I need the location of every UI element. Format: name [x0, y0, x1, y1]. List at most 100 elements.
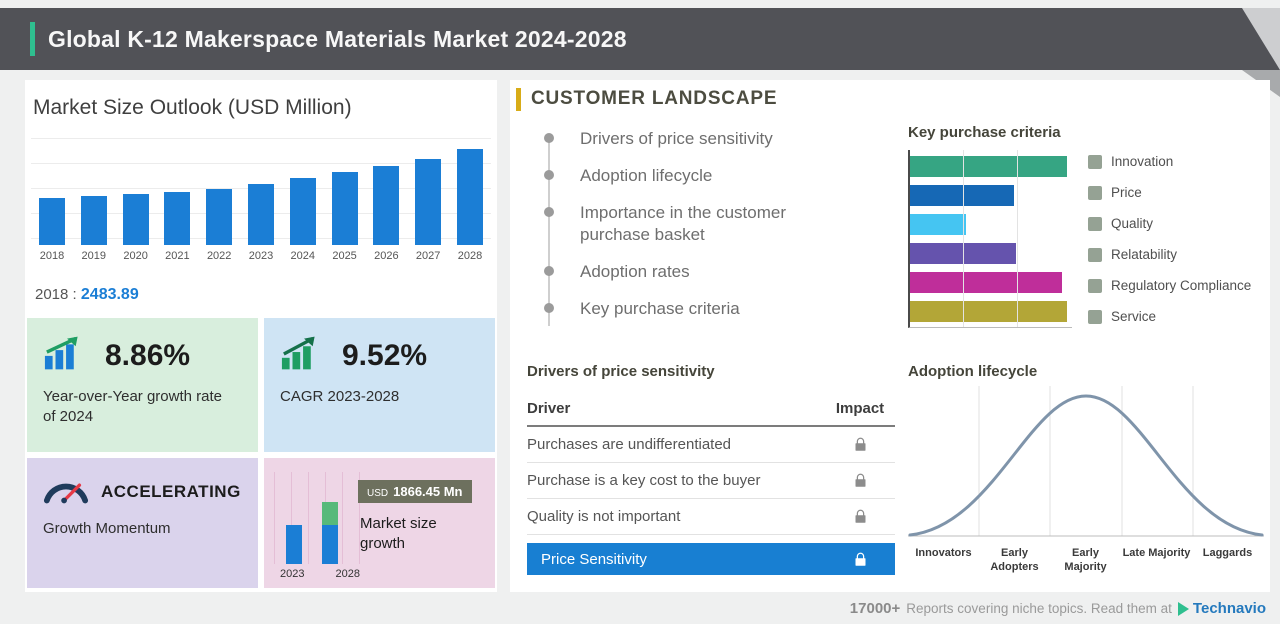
chart-gridline	[1017, 150, 1018, 327]
market-bar-year-label: 2022	[207, 250, 231, 262]
kpc-bar	[910, 185, 1014, 206]
driver-label: Purchases are undifferentiated	[527, 436, 731, 453]
legend-label: Quality	[1111, 216, 1153, 231]
stat-cards-grid: 8.86% Year-over-Year growth rate of 2024	[27, 318, 495, 588]
cagr-card: 9.52% CAGR 2023-2028	[264, 318, 495, 452]
adoption-stage-labels: InnovatorsEarly AdoptersEarly MajorityLa…	[908, 547, 1264, 575]
market-bar	[164, 192, 190, 245]
badge-currency: USD	[367, 488, 388, 499]
table-rows: Purchases are undifferentiated Purchase i…	[527, 427, 895, 535]
legend-label: Relatability	[1111, 247, 1177, 262]
market-bar-column: 2023	[242, 138, 280, 262]
timeline-items: Drivers of price sensitivityAdoption lif…	[544, 128, 844, 321]
mini-bar-2028-growth	[322, 502, 338, 525]
market-bar-column: 2019	[75, 138, 113, 262]
base-year-value: 2483.89	[81, 286, 139, 303]
legend-label: Regulatory Compliance	[1111, 278, 1251, 293]
mini-bar-2023	[286, 525, 302, 564]
lock-icon	[825, 509, 895, 524]
market-bar	[206, 189, 232, 245]
market-bar	[457, 149, 483, 245]
column-header-impact: Impact	[825, 400, 895, 417]
market-bar	[290, 178, 316, 245]
market-bar-column: 2020	[117, 138, 155, 262]
key-purchase-criteria-heading: Key purchase criteria	[908, 124, 1061, 141]
lock-icon	[825, 473, 895, 488]
key-purchase-criteria-chart	[908, 150, 1072, 328]
cagr-value: 9.52%	[342, 339, 427, 373]
mini-bar-2028	[322, 525, 338, 564]
market-size-heading: Market Size Outlook (USD Million)	[33, 96, 352, 120]
legend-item: Innovation	[1088, 154, 1251, 169]
cagr-label: CAGR 2023-2028	[280, 387, 470, 407]
base-year-annotation: 2018 : 2483.89	[35, 286, 139, 304]
market-bar	[81, 196, 107, 245]
table-row: Purchases are undifferentiated	[527, 427, 895, 463]
footer-text: Reports covering niche topics. Read them…	[906, 601, 1172, 616]
market-bar	[332, 172, 358, 245]
market-bar-column: 2026	[367, 138, 405, 262]
timeline-item: Key purchase criteria	[544, 298, 830, 320]
legend-item: Price	[1088, 185, 1251, 200]
timeline-item: Adoption rates	[544, 261, 830, 283]
kpc-bars	[910, 156, 1072, 322]
mini-year-end: 2028	[336, 568, 360, 580]
bell-curve	[908, 386, 1264, 538]
market-bar	[415, 159, 441, 245]
mini-bar-column-start	[286, 525, 302, 564]
growth-momentum-card: ACCELERATING Growth Momentum	[27, 458, 258, 588]
legend-marker-icon	[1088, 279, 1102, 293]
technavio-link[interactable]: Technavio	[1178, 600, 1266, 617]
yoy-growth-value: 8.86%	[105, 339, 190, 373]
technavio-brand-name: Technavio	[1193, 600, 1266, 617]
kpc-bar	[910, 214, 966, 235]
market-bar	[39, 198, 65, 245]
market-bar-year-label: 2021	[165, 250, 189, 262]
chart-gridline	[963, 150, 964, 327]
market-bar-year-label: 2027	[416, 250, 440, 262]
driver-label: Purchase is a key cost to the buyer	[527, 472, 760, 489]
kpc-bar	[910, 301, 1067, 322]
legend-marker-icon	[1088, 155, 1102, 169]
market-bar-year-label: 2025	[332, 250, 356, 262]
market-bar	[248, 184, 274, 245]
legend-marker-icon	[1088, 186, 1102, 200]
market-bar-column: 2018	[33, 138, 71, 262]
adoption-stage-label: Early Majority	[1050, 547, 1121, 575]
market-bar-year-label: 2019	[82, 250, 106, 262]
price-sensitivity-table: Drivers of price sensitivity Driver Impa…	[527, 363, 895, 575]
legend-item: Regulatory Compliance	[1088, 278, 1251, 293]
speedometer-icon	[43, 474, 89, 509]
landscape-topics-timeline: Drivers of price sensitivityAdoption lif…	[544, 128, 844, 336]
market-size-growth-label: Market size growth	[360, 514, 470, 553]
legend-marker-icon	[1088, 248, 1102, 262]
timeline-item: Importance in the customer purchase bask…	[544, 202, 830, 246]
market-size-chart: 2018201920202021202220232024202520262027…	[31, 138, 491, 262]
legend-item: Quality	[1088, 216, 1251, 231]
market-bar	[123, 194, 149, 245]
market-bar-year-label: 2020	[123, 250, 147, 262]
driver-label: Quality is not important	[527, 508, 680, 525]
market-size-chart-bars: 2018201920202021202220232024202520262027…	[31, 138, 491, 262]
technavio-logo-icon	[1178, 602, 1189, 616]
momentum-title: ACCELERATING	[101, 482, 241, 502]
adoption-lifecycle-heading: Adoption lifecycle	[908, 363, 1037, 380]
footer: 17000+ Reports covering niche topics. Re…	[850, 600, 1266, 617]
header-bar: Global K-12 Makerspace Materials Market …	[0, 8, 1280, 70]
adoption-stage-label: Early Adopters	[979, 547, 1050, 575]
cagr-trend-icon	[280, 334, 330, 377]
highlight-label: Price Sensitivity	[527, 551, 647, 568]
timeline-item: Adoption lifecycle	[544, 165, 830, 187]
growth-mini-chart	[274, 472, 366, 564]
lock-icon	[825, 437, 895, 452]
yoy-growth-card: 8.86% Year-over-Year growth rate of 2024	[27, 318, 258, 452]
green-accent-bar	[30, 22, 35, 56]
kpc-bar	[910, 156, 1067, 177]
market-bar-year-label: 2026	[374, 250, 398, 262]
market-bar-column: 2028	[451, 138, 489, 262]
mini-year-start: 2023	[280, 568, 304, 580]
market-bar-column: 2025	[326, 138, 364, 262]
legend-marker-icon	[1088, 217, 1102, 231]
badge-value: 1866.45 Mn	[393, 484, 462, 499]
market-bar-year-label: 2023	[249, 250, 273, 262]
